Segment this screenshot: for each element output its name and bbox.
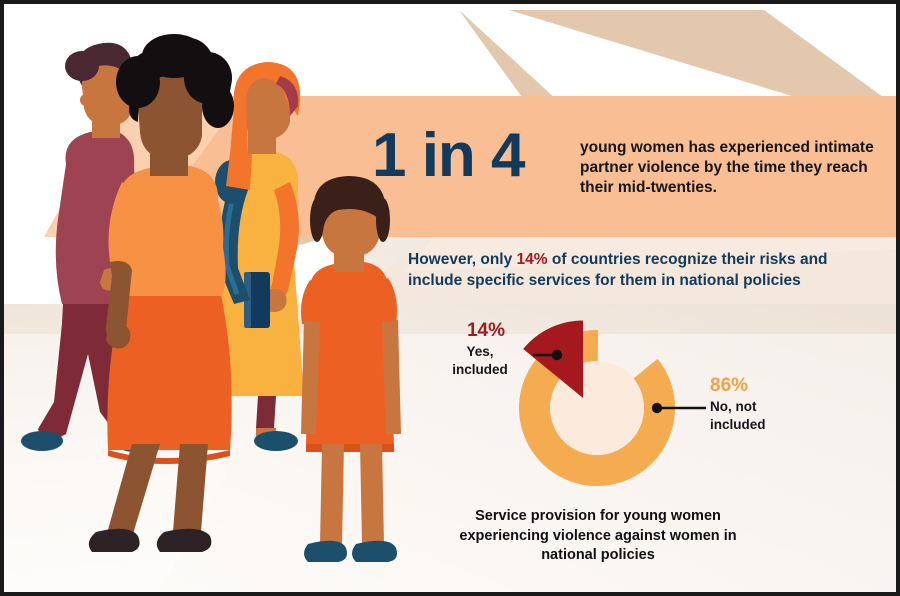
secondary-lead: However, only bbox=[408, 251, 517, 268]
callout-dot-no bbox=[651, 402, 663, 414]
girl-hair bbox=[313, 176, 386, 236]
orange-leg-left bbox=[104, 444, 160, 544]
hijab-shoe bbox=[254, 431, 298, 451]
orange-shoe-right bbox=[156, 528, 212, 552]
girl-shoe-left bbox=[304, 540, 347, 562]
callout-line-no bbox=[651, 402, 706, 414]
chart-caption-line2: experiencing violence against women in bbox=[459, 527, 737, 544]
maroon-hair-bun bbox=[65, 51, 99, 81]
callout-label-no-line2: included bbox=[710, 416, 766, 432]
maroon-shoe-left bbox=[21, 431, 63, 451]
callout-percent-yes: 14% bbox=[466, 320, 506, 341]
callout-percent-no: 86% bbox=[710, 375, 749, 396]
orange-top bbox=[116, 166, 226, 296]
girl-shoe-right bbox=[352, 540, 397, 562]
hijab-inner-band bbox=[276, 76, 299, 116]
chart-caption: Service provision for young women experi… bbox=[428, 507, 768, 566]
callout-label-no: No, not included bbox=[710, 398, 820, 433]
callout-label-yes-line1: Yes, bbox=[466, 344, 494, 359]
callout-dot-yes bbox=[551, 349, 563, 361]
donut-slice-yes bbox=[523, 320, 583, 398]
girl-arm-right bbox=[382, 320, 401, 434]
donut-chart bbox=[519, 320, 706, 486]
callout-label-yes: Yes, included bbox=[428, 343, 532, 378]
girl-sleeve-left bbox=[301, 280, 324, 326]
orange-hair-top bbox=[142, 34, 206, 78]
secondary-statement: However, only 14% of countries recognize… bbox=[408, 250, 868, 292]
hijab-drape bbox=[226, 154, 252, 190]
hijab-face bbox=[242, 74, 290, 140]
girl-arm-left bbox=[301, 320, 320, 434]
chart-caption-line1: Service provision for young women bbox=[475, 508, 721, 524]
callout-line-yes bbox=[533, 349, 563, 361]
orange-hand-left bbox=[106, 324, 131, 349]
orange-arm-right bbox=[196, 180, 224, 292]
illustration-canvas bbox=[4, 4, 896, 592]
orange-shoe-left bbox=[88, 528, 140, 552]
callout-label-yes-line2: included bbox=[452, 361, 508, 377]
figure-woman-orange bbox=[88, 34, 234, 552]
maroon-ear bbox=[80, 94, 92, 106]
girl-sleeve-right bbox=[374, 278, 397, 326]
callout-label-no-line1: No, not bbox=[710, 399, 757, 414]
secondary-highlight: 14% bbox=[516, 251, 548, 268]
headline-description: young women has experienced intimate par… bbox=[580, 139, 874, 196]
secondary-rest: of countries recognize their risks and i… bbox=[408, 251, 828, 289]
girl-dress bbox=[306, 262, 394, 444]
beige-diagonal-wedge-2 bbox=[404, 237, 896, 272]
orange-skirt bbox=[107, 290, 232, 450]
girl-leg-left bbox=[320, 444, 344, 544]
chart-caption-line3: national policies bbox=[541, 547, 655, 564]
headline-stat: 1 in 4 bbox=[372, 121, 526, 190]
girl-hair-sideburn-right bbox=[376, 198, 390, 242]
orange-leg-right bbox=[172, 444, 208, 544]
girl-leg-right bbox=[360, 444, 384, 544]
figure-girl-orange bbox=[301, 176, 401, 562]
orange-hair-side bbox=[202, 84, 234, 128]
orange-forearm-left bbox=[105, 261, 132, 339]
hijab-leg bbox=[256, 396, 276, 428]
girl-hair-sideburn-left bbox=[310, 198, 324, 242]
figure-woman-hijab bbox=[215, 62, 304, 451]
hijab-arm bbox=[270, 182, 299, 299]
